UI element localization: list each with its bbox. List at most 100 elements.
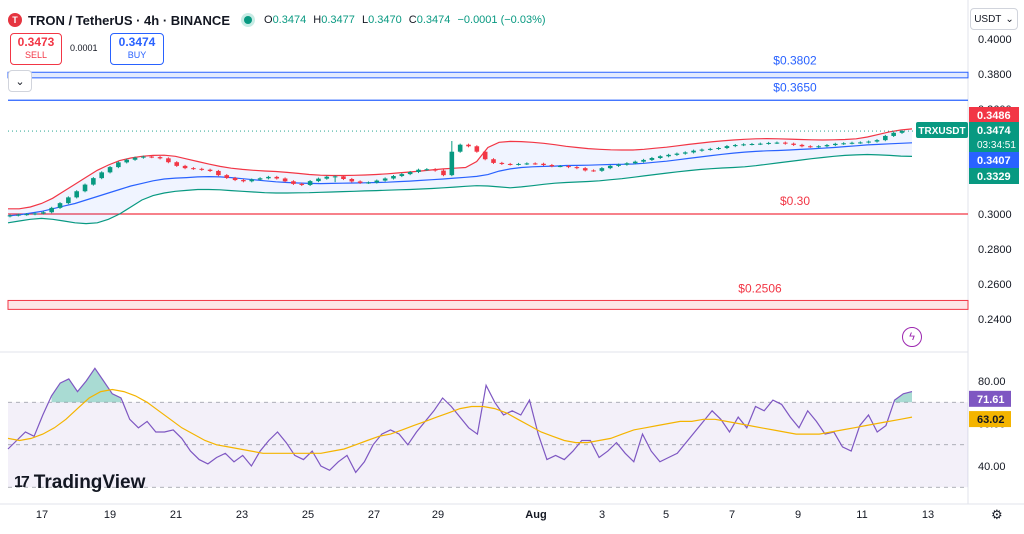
symbol-title[interactable]: TRON / TetherUS · 4h · BINANCE (28, 12, 230, 28)
lightning-icon[interactable]: ϟ (902, 327, 922, 347)
candle-body (641, 159, 646, 162)
time-tick-label: 17 (36, 509, 48, 521)
candle-body (24, 214, 29, 216)
level-band (7, 299, 969, 310)
price-tick-label: 0.2800 (978, 244, 1012, 256)
candle-body (141, 156, 146, 158)
time-tick-label: 13 (922, 509, 934, 521)
candle-body (441, 170, 446, 176)
candle-body (191, 168, 196, 170)
candle-body (591, 170, 596, 172)
candle-body (599, 168, 605, 171)
rsi-overbought-fill (51, 368, 121, 403)
candle-body (57, 203, 63, 208)
price-tick-label: 0.2600 (978, 279, 1012, 291)
rsi-tick-label: 40.00 (978, 461, 1006, 473)
candle-body (674, 153, 680, 155)
candle-body (891, 132, 896, 136)
candle-body (516, 163, 521, 165)
candle-body (349, 179, 355, 182)
candle-body (124, 159, 130, 163)
candle-body (182, 165, 188, 169)
symbol-tag (916, 122, 968, 138)
candle-body (849, 142, 855, 144)
price-tag (969, 107, 1019, 123)
price-tick-label: 0.3000 (978, 209, 1012, 221)
price-tag-label: 0.3329 (977, 171, 1011, 183)
candle-body (657, 156, 663, 158)
sell-button[interactable]: 0.3473 SELL (10, 33, 62, 65)
time-tick-label: 27 (368, 509, 380, 521)
tradingview-logo: 17 TradingView (14, 472, 145, 494)
rsi-tag-label: 63.02 (977, 414, 1005, 426)
candle-body (466, 144, 471, 147)
candle-body (532, 163, 538, 165)
candle-body (357, 181, 363, 183)
rsi-tag (969, 411, 1011, 428)
rsi-overbought-fill (894, 391, 912, 403)
candle-body (266, 176, 271, 179)
price-tag (969, 152, 1019, 168)
gear-icon[interactable]: ⚙ (991, 507, 1003, 522)
candle-body (616, 164, 621, 166)
candle-body (766, 142, 771, 144)
candle-body (899, 131, 905, 133)
sell-price: 0.3473 (17, 35, 55, 49)
price-tag (969, 122, 1019, 152)
candle-body (499, 162, 505, 164)
candle-body (232, 177, 238, 181)
candle-body (399, 174, 405, 177)
candle-body (858, 142, 863, 144)
rsi-tag-label: 71.61 (977, 394, 1005, 406)
price-tick-label: 0.3800 (978, 69, 1012, 81)
candle-body (691, 150, 696, 153)
candle-body (332, 176, 338, 178)
candle-body (166, 158, 171, 163)
time-tick-label: 3 (599, 509, 605, 521)
currency-selector[interactable]: USDT ⌄ (970, 8, 1018, 30)
candle-body (199, 168, 205, 170)
candle-body (274, 176, 280, 179)
candle-body (732, 145, 738, 147)
candle-body (799, 144, 805, 147)
candle-body (449, 151, 455, 176)
candle-body (524, 163, 530, 165)
chevron-down-icon: ⌄ (15, 75, 25, 88)
collapse-legend-button[interactable]: ⌄ (8, 70, 32, 92)
price-tick-label: 0.2400 (978, 314, 1012, 326)
candle-body (566, 166, 571, 168)
candle-body (699, 149, 705, 151)
countdown-label: 03:34:51 (977, 140, 1016, 151)
time-tick-label: 21 (170, 509, 182, 521)
rsi-ma-line (7, 388, 913, 454)
candle-body (707, 148, 713, 150)
candle-body (774, 142, 780, 144)
candle-body (557, 166, 563, 168)
candle-body (341, 176, 346, 179)
candle-body (541, 163, 546, 165)
candle-body (382, 178, 388, 181)
candle-body (307, 181, 313, 185)
chart-header: T TRON / TetherUS · 4h · BINANCE O0.3474… (8, 10, 550, 30)
time-tick-label: 9 (795, 509, 801, 521)
candle-body (99, 172, 104, 179)
candle-body (808, 146, 813, 148)
candle-body (366, 182, 371, 184)
candle-body (749, 144, 755, 145)
candle-body (841, 143, 846, 145)
candle-body (491, 159, 496, 163)
candle-body (249, 179, 255, 182)
time-tick-label: 23 (236, 509, 248, 521)
candle-body (241, 180, 246, 182)
buy-button[interactable]: 0.3474 BUY (110, 33, 164, 65)
candle-body (149, 156, 155, 158)
candle-body (207, 169, 213, 171)
candle-body (282, 178, 288, 182)
market-open-status-icon (244, 16, 252, 24)
candle-body (666, 154, 671, 157)
time-tick-label: 19 (104, 509, 116, 521)
candle-body (291, 181, 296, 184)
candle-body (816, 146, 821, 148)
chevron-down-icon: ⌄ (1005, 13, 1014, 25)
